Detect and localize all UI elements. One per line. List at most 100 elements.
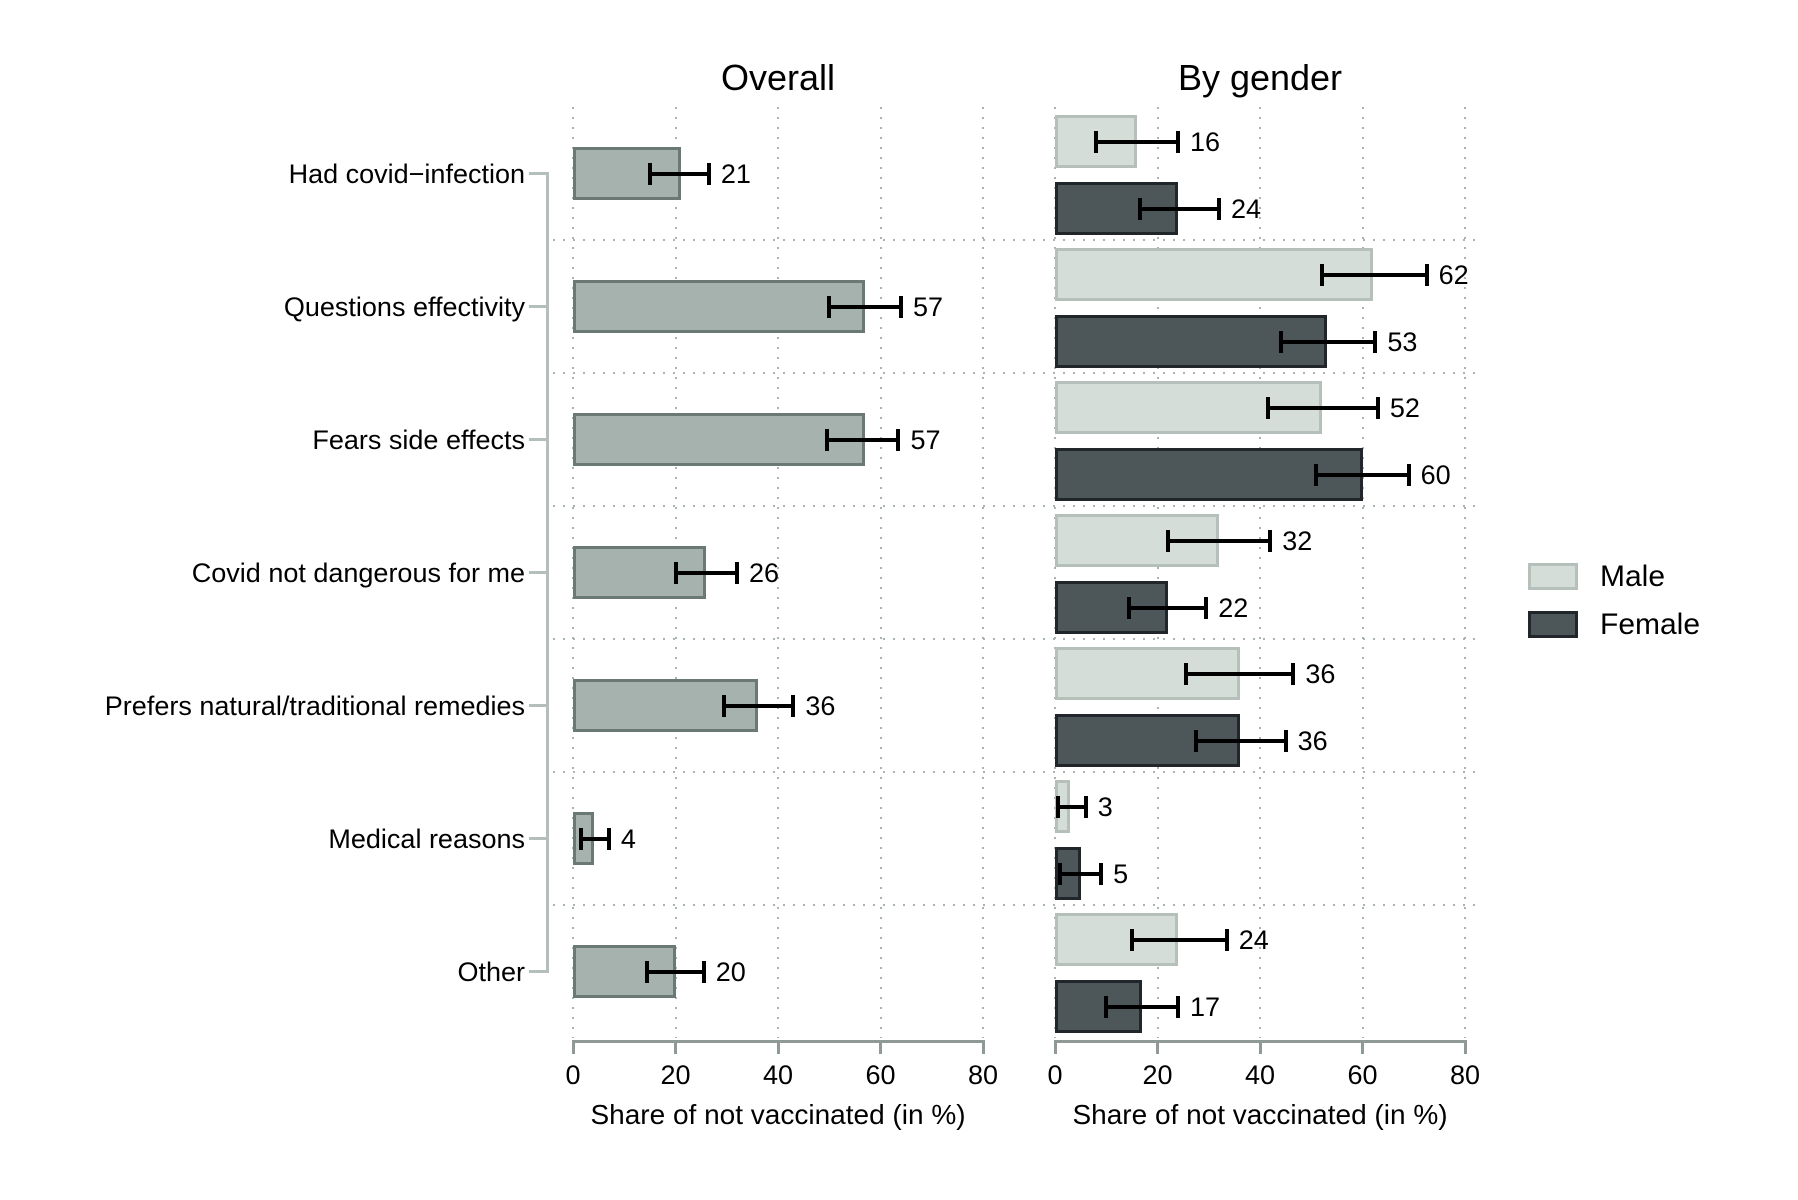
- error-bar-cap: [645, 960, 650, 983]
- error-bar-cap: [735, 561, 739, 584]
- panel-title-overall: Overall: [720, 57, 836, 98]
- error-bar-overall-prefers-natural-traditional-remedies: [724, 703, 794, 708]
- error-bar-cap: [1094, 130, 1098, 153]
- error-bar-cap: [1224, 928, 1229, 951]
- legend-swatch-female: [1528, 611, 1578, 638]
- error-bar-cap: [1137, 197, 1142, 220]
- gridline-40: [1259, 107, 1261, 1038]
- error-bar-cap: [1268, 529, 1273, 552]
- category-label-other: Other: [457, 956, 525, 987]
- x-tick: [981, 1040, 985, 1054]
- value-label-overall-covid-not-dangerous-for-me: 26: [749, 557, 780, 588]
- error-bar-cap: [1283, 729, 1288, 752]
- value-label-female-covid-not-dangerous-for-me: 22: [1218, 592, 1249, 623]
- value-label-male-other: 24: [1238, 924, 1269, 955]
- error-bar-overall-other: [647, 969, 704, 974]
- error-bar-cap: [1373, 330, 1378, 353]
- gridline-60: [1361, 107, 1364, 1038]
- value-label-male-prefers-natural-traditional-remedies: 36: [1305, 658, 1336, 689]
- gridline-80: [1464, 107, 1466, 1038]
- x-tick: [1053, 1040, 1057, 1054]
- error-bar-cap: [1183, 662, 1188, 685]
- error-bar-overall-questions-effectivity: [829, 304, 901, 309]
- gridline-60: [879, 107, 882, 1038]
- x-tick-label-80: 80: [967, 1060, 999, 1090]
- category-label-questions-effectivity: Questions effectivity: [283, 291, 525, 322]
- legend-label-female: Female: [1600, 608, 1701, 641]
- category-axis-line: [546, 172, 549, 973]
- category-separator-line: [553, 372, 1483, 374]
- x-tick-label-80: 80: [1449, 1060, 1481, 1090]
- error-bar-female-medical-reasons: [1060, 871, 1102, 876]
- error-bar-cap: [1278, 330, 1283, 353]
- error-bar-cap: [1424, 263, 1429, 286]
- x-tick: [879, 1040, 882, 1054]
- x-tick-label-0: 0: [565, 1060, 581, 1090]
- error-bar-overall-fears-side-effects: [826, 437, 899, 442]
- error-bar-male-prefers-natural-traditional-remedies: [1185, 671, 1294, 676]
- x-tick: [674, 1040, 677, 1054]
- x-tick-label-0: 0: [1047, 1060, 1063, 1090]
- error-bar-cap: [1104, 995, 1109, 1018]
- gridline-20: [1156, 107, 1159, 1038]
- error-bar-cap: [791, 694, 796, 717]
- bar-female-fears-side-effects: [1055, 448, 1363, 501]
- gridline-0: [1054, 107, 1056, 1038]
- error-bar-male-fears-side-effects: [1267, 405, 1378, 410]
- value-label-female-prefers-natural-traditional-remedies: 36: [1297, 725, 1328, 756]
- category-label-fears-side-effects: Fears side effects: [312, 424, 525, 455]
- error-bar-cap: [647, 162, 652, 185]
- error-bar-cap: [1406, 463, 1411, 486]
- error-bar-male-other: [1131, 937, 1227, 942]
- error-bar-cap: [896, 428, 901, 451]
- x-tick: [1463, 1040, 1467, 1054]
- bar-male-covid-not-dangerous-for-me: [1055, 514, 1219, 567]
- error-bar-cap: [1291, 662, 1296, 685]
- error-bar-cap: [1083, 795, 1088, 818]
- x-axis-title-by-gender: Share of not vaccinated (in %): [1072, 1099, 1448, 1130]
- category-label-had-covid-infection: Had covid−infection: [288, 158, 525, 189]
- value-label-overall-prefers-natural-traditional-remedies: 36: [805, 690, 836, 721]
- value-label-male-covid-not-dangerous-for-me: 32: [1282, 525, 1313, 556]
- error-bar-cap: [1058, 862, 1063, 885]
- error-bar-overall-had-covid-infection: [649, 171, 709, 176]
- legend-label-male: Male: [1600, 560, 1666, 593]
- value-label-female-medical-reasons: 5: [1113, 858, 1129, 889]
- error-bar-cap: [701, 960, 706, 983]
- category-tick: [529, 172, 546, 175]
- x-tick-label-20: 20: [660, 1060, 691, 1090]
- category-separator-line: [553, 771, 1483, 773]
- error-bar-cap: [1099, 862, 1104, 885]
- category-separator-line: [553, 239, 1483, 241]
- error-bar-cap: [1375, 396, 1380, 419]
- category-tick: [529, 571, 546, 574]
- bar-overall-questions-effectivity: [573, 280, 866, 333]
- x-tick-label-40: 40: [762, 1060, 794, 1090]
- error-bar-cap: [1265, 396, 1270, 419]
- error-bar-cap: [706, 162, 711, 185]
- value-label-overall-had-covid-infection: 21: [720, 158, 751, 189]
- error-bar-cap: [1129, 928, 1134, 951]
- category-label-covid-not-dangerous-for-me: Covid not dangerous for me: [191, 557, 525, 588]
- panel-title-by-gender: By gender: [1177, 57, 1343, 98]
- value-label-male-medical-reasons: 3: [1097, 791, 1113, 822]
- value-label-male-had-covid-infection: 16: [1190, 126, 1221, 157]
- value-label-overall-questions-effectivity: 57: [913, 291, 944, 322]
- value-label-female-other: 17: [1190, 991, 1221, 1022]
- bar-overall-fears-side-effects: [573, 413, 866, 466]
- error-bar-overall-covid-not-dangerous-for-me: [675, 570, 737, 575]
- x-tick: [1156, 1040, 1159, 1054]
- error-bar-cap: [1193, 729, 1198, 752]
- error-bar-cap: [827, 295, 832, 318]
- error-bar-male-had-covid-infection: [1096, 139, 1178, 144]
- error-bar-female-questions-effectivity: [1280, 339, 1376, 344]
- x-tick-label-60: 60: [1347, 1060, 1378, 1090]
- x-tick: [571, 1040, 575, 1054]
- error-bar-cap: [1204, 596, 1209, 619]
- value-label-female-questions-effectivity: 53: [1387, 326, 1418, 357]
- x-tick: [1258, 1040, 1262, 1054]
- error-bar-cap: [1127, 596, 1132, 619]
- category-tick: [529, 704, 546, 707]
- error-bar-female-had-covid-infection: [1139, 206, 1219, 211]
